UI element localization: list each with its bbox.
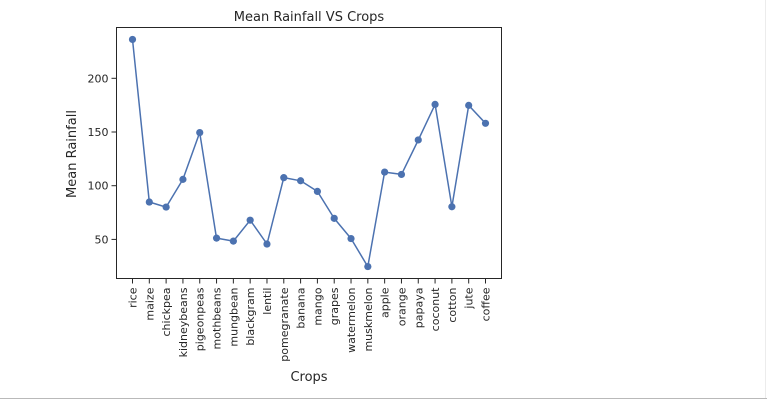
x-tick-label: rice: [127, 287, 140, 308]
x-tick-label: grapes: [328, 287, 341, 325]
x-tick-label: pomegranate: [278, 287, 291, 361]
series-line: [131, 39, 487, 268]
chart-title: Mean Rainfall VS Crops: [234, 10, 385, 25]
x-tick-label: mothbeans: [211, 287, 224, 349]
x-tick-label: mango: [311, 287, 324, 325]
data-point: [347, 234, 355, 243]
data-point: [381, 168, 389, 176]
data-point: [229, 237, 237, 245]
x-tick-label: muskmelon: [362, 287, 375, 351]
data-point: [397, 170, 406, 179]
data-point: [364, 262, 372, 271]
right-edge-divider: [765, 0, 766, 398]
axis-ticks: 50 100 150 200 rice maize chickpea kidneybeans p…: [88, 72, 493, 361]
data-point: [145, 198, 153, 206]
plot-area: [128, 35, 490, 271]
bottom-divider: [0, 398, 767, 399]
x-tick-label: pigeonpeas: [194, 287, 207, 351]
axes-frame: [116, 27, 502, 279]
data-point: [212, 234, 221, 242]
x-tick-label: coconut: [429, 287, 442, 331]
x-tick-label: chickpea: [160, 288, 173, 337]
data-point: [296, 177, 305, 185]
data-point: [481, 119, 490, 127]
x-tick-label: mungbean: [227, 287, 240, 346]
x-tick-label: coffee: [480, 287, 493, 321]
data-point: [246, 216, 254, 224]
x-tick-label: kidneybeans: [177, 287, 190, 357]
y-tick-label: 100: [88, 180, 109, 193]
data-point: [280, 174, 288, 182]
x-tick-label: maize: [143, 287, 156, 320]
data-point: [465, 101, 473, 109]
x-tick-label: lentil: [261, 288, 274, 315]
data-point: [431, 100, 439, 109]
y-axis-label: Mean Rainfall: [65, 110, 80, 198]
x-tick-label: apple: [379, 287, 392, 318]
x-tick-label: blackgram: [244, 288, 257, 346]
data-point: [263, 240, 271, 248]
data-point: [448, 203, 456, 211]
data-point: [179, 175, 187, 183]
x-tick-label: banana: [295, 288, 308, 329]
data-point: [162, 203, 170, 211]
data-point: [414, 136, 422, 144]
y-tick-label: 50: [95, 233, 109, 246]
y-tick-label: 200: [88, 72, 109, 85]
x-axis-label: Crops: [290, 370, 327, 385]
x-tick-label: orange: [395, 287, 408, 326]
y-tick-label: 150: [88, 126, 109, 139]
data-point: [128, 35, 137, 44]
x-tick-label: papaya: [412, 288, 425, 329]
data-point: [196, 128, 204, 137]
data-point: [330, 214, 338, 222]
x-tick-label: jute: [463, 287, 476, 309]
x-tick-label: watermelon: [345, 287, 358, 352]
x-tick-label: cotton: [446, 287, 459, 322]
data-point: [313, 187, 322, 195]
